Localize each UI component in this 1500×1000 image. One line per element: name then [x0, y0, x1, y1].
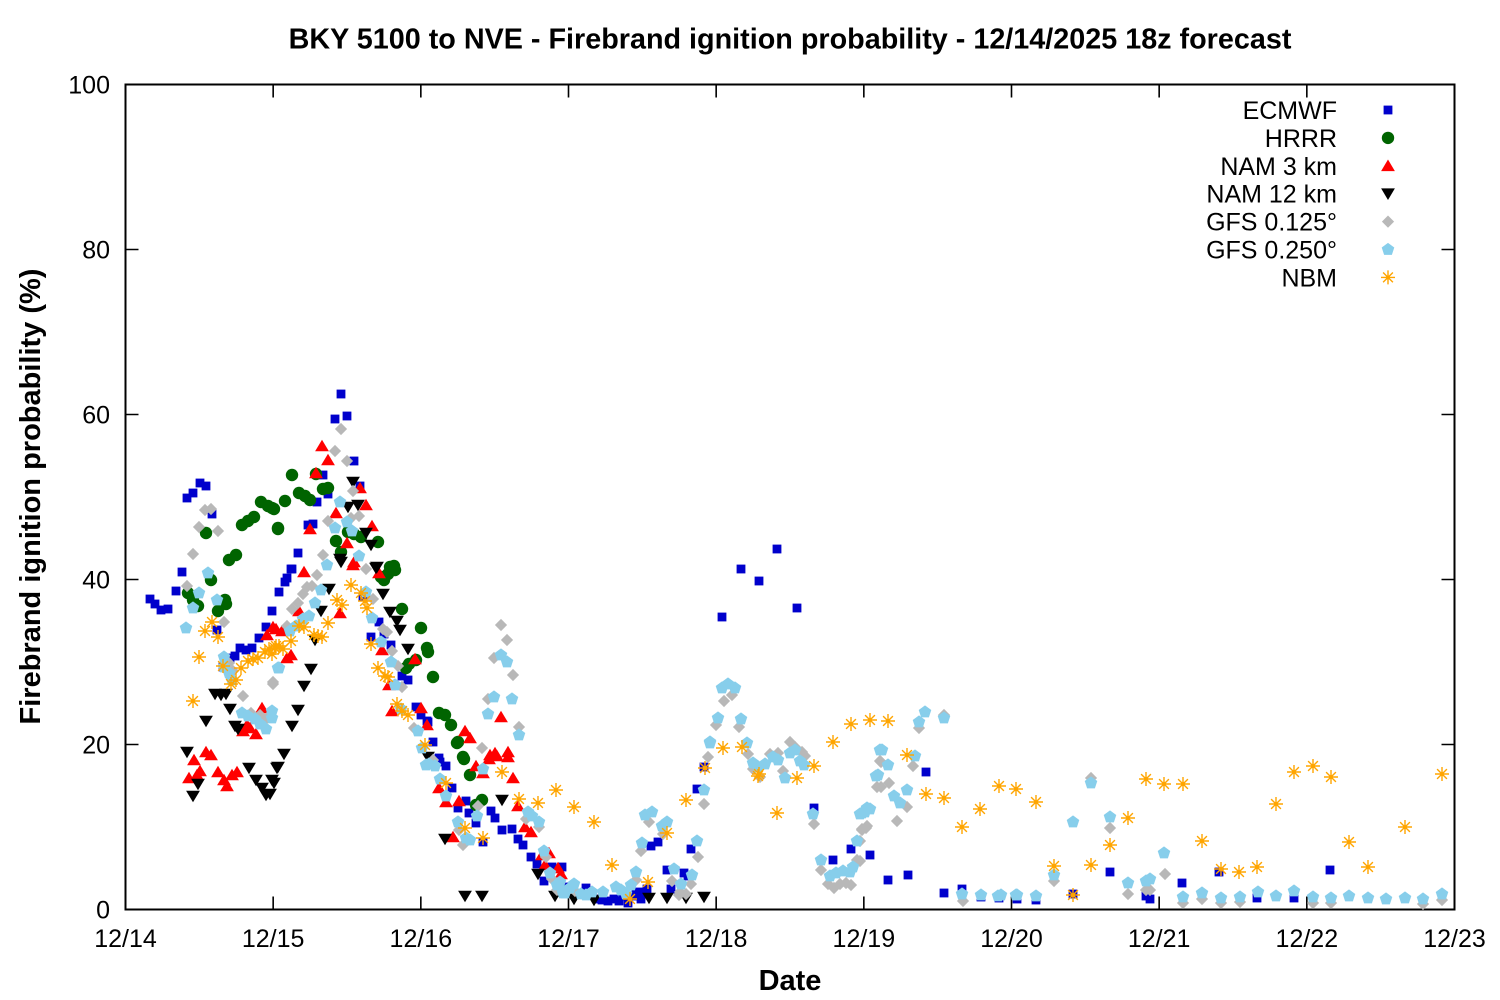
svg-text:12/14: 12/14: [94, 925, 157, 953]
svg-text:12/23: 12/23: [1423, 925, 1486, 953]
svg-text:NAM 12 km: NAM 12 km: [1206, 181, 1337, 209]
svg-text:12/18: 12/18: [685, 925, 748, 953]
svg-text:12/21: 12/21: [1128, 925, 1191, 953]
svg-text:40: 40: [82, 567, 110, 595]
svg-text:12/15: 12/15: [242, 925, 305, 953]
svg-text:BKY 5100 to NVE - Firebrand ig: BKY 5100 to NVE - Firebrand ignition pro…: [289, 24, 1292, 56]
svg-text:GFS 0.125°: GFS 0.125°: [1206, 209, 1337, 237]
svg-text:GFS 0.250°: GFS 0.250°: [1206, 237, 1337, 265]
svg-text:0: 0: [96, 897, 110, 925]
svg-text:ECMWF: ECMWF: [1243, 97, 1337, 125]
svg-text:20: 20: [82, 732, 110, 760]
svg-text:100: 100: [68, 72, 110, 100]
svg-text:NBM: NBM: [1281, 264, 1337, 292]
svg-text:12/16: 12/16: [390, 925, 453, 953]
svg-text:Date: Date: [759, 965, 822, 997]
svg-text:NAM 3 km: NAM 3 km: [1220, 153, 1337, 181]
svg-text:12/17: 12/17: [537, 925, 600, 953]
svg-text:12/19: 12/19: [833, 925, 896, 953]
svg-text:80: 80: [82, 237, 110, 265]
svg-text:Firebrand ignition probability: Firebrand ignition probability (%): [15, 269, 47, 725]
svg-text:12/20: 12/20: [980, 925, 1043, 953]
svg-text:HRRR: HRRR: [1265, 125, 1337, 153]
svg-text:60: 60: [82, 402, 110, 430]
svg-text:12/22: 12/22: [1276, 925, 1339, 953]
